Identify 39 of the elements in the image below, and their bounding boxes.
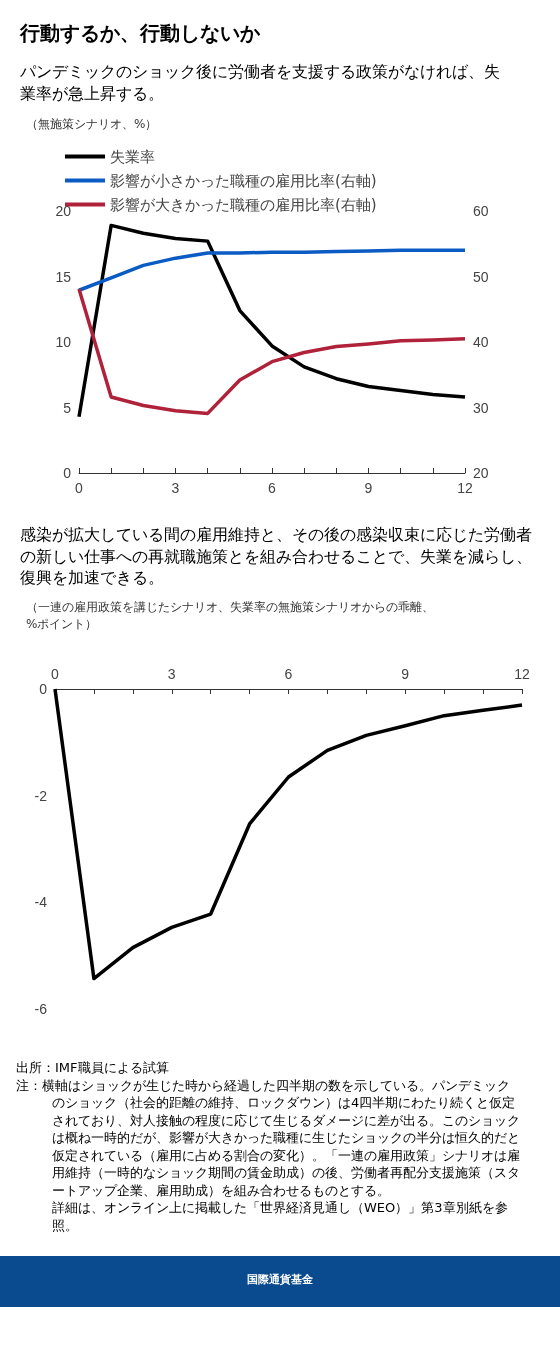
text: 国際通貨基金 [0, 1256, 560, 1308]
y-tick-label: -4 [34, 894, 48, 911]
line-series [77, 287, 467, 416]
text: 詳細は、オンライン上に掲載した「世界経済見通し（WEO）」第3章別紙を参照。 [51, 1199, 509, 1235]
y-tick-label: 0 [39, 680, 48, 697]
y-tick-label: 20 [55, 203, 72, 220]
text: 注：横軸はショックが生じた時から経過した四半期の数を示している。パンデミックのショック（社会的距離の維持、ロックダウン）は4四半期にわたり続くと仮定されており、対人接触の程度に応じて生じるダメージに差が出る。このショックは概ね一時的だが、影響が大きかった職種に生じたショックの半分は恒久的だと仮定されている（雇用に占める割合の変化）。「一連の雇用政策」シナリオは雇用維持（一時的なショック期間の賃金助成）の後、労働者再配分支援施策（スタートアップ企業、雇用助成）を組み合わせるものとする。 [15, 1076, 521, 1200]
x-tick-label: 0 [75, 480, 84, 497]
y-tick-label: 5 [63, 399, 72, 416]
x-tick-label: 9 [364, 480, 373, 497]
line-series [53, 687, 524, 981]
x-tick-label: 6 [268, 480, 277, 497]
legend-label: 影響が大きかった職種の雇用比率(右軸) [110, 195, 377, 214]
y2-tick-label: 50 [473, 268, 489, 285]
legend-label: 影響が小さかった職種の雇用比率(右軸) [110, 171, 377, 190]
y2-tick-label: 30 [473, 399, 489, 416]
line-series [77, 223, 467, 419]
line-series [77, 248, 467, 293]
x-tick-label: 3 [167, 665, 176, 682]
x-tick-label: 9 [401, 665, 410, 682]
y2-tick-label: 20 [473, 465, 489, 482]
y2-tick-label: 60 [473, 203, 489, 220]
chart-title: 感染が拡大している間の雇用維持と、その後の感染収束に応じた労働者の新しい仕事への再就職施策とを組み合わせることで、失業を減らし、復興を加速できる。 [20, 524, 533, 589]
x-tick-label: 12 [514, 665, 530, 682]
y2-tick-label: 40 [473, 334, 489, 351]
y-tick-label: 0 [63, 465, 72, 482]
y-tick-label: -2 [34, 787, 48, 804]
y-axis-title: （無施策シナリオ、%） [26, 116, 159, 134]
chart-subtitle: パンデミックのショック後に労働者を支援する政策がなければ、失業率が急上昇する。 [20, 61, 500, 105]
legend-label: 失業率 [110, 147, 155, 166]
text: 出所：IMF職員による試算 [15, 1058, 170, 1077]
y-axis-title: （一連の雇用政策を講じたシナリオ、失業率の無施策シナリオからの乖離、 %ポイント） [26, 598, 435, 633]
x-tick-label: 12 [457, 480, 473, 497]
chart-title: 行動するか、行動しないか [20, 20, 261, 47]
x-tick-label: 6 [284, 665, 293, 682]
x-tick-label: 3 [171, 480, 180, 497]
y-tick-label: 15 [55, 268, 72, 285]
y-tick-label: -6 [34, 1000, 48, 1017]
y-tick-label: 10 [55, 334, 72, 351]
